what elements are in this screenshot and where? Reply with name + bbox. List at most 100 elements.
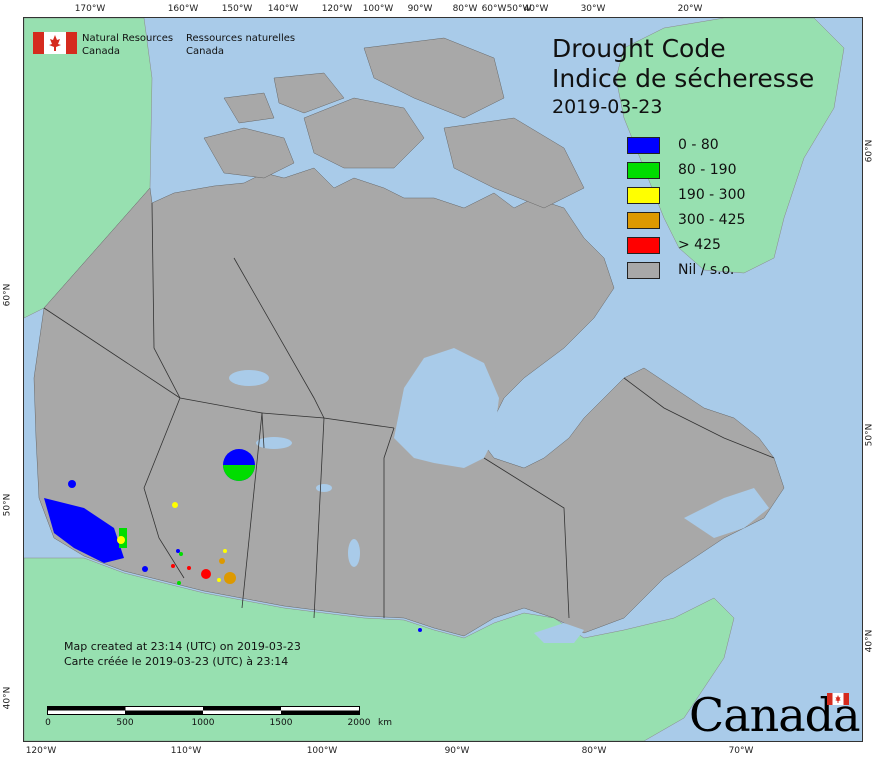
tick-top-160w: 160°W [167, 4, 199, 14]
tick-bottom-80w: 80°W [581, 746, 607, 756]
legend-label: 190 - 300 [678, 187, 746, 203]
map-date: 2019-03-23 [552, 96, 663, 118]
tick-right-50n: 50°N [864, 423, 875, 447]
wordmark-flag-icon [827, 693, 849, 705]
legend-item: 300 - 425 [627, 211, 745, 229]
tick-top-140w: 140°W [267, 4, 299, 14]
drought-zone-alberta-80-190 [179, 552, 183, 556]
map-created-note-en: Map created at 23:14 (UTC) on 2019-03-23 [64, 640, 301, 653]
canada-flag-icon [33, 32, 77, 54]
arctic-island [203, 127, 295, 179]
scale-unit: km [378, 718, 392, 728]
map-canvas [24, 18, 862, 741]
tick-bottom-100w: 100°W [306, 746, 338, 756]
org-name-fr-line2: Canada [186, 46, 225, 57]
drought-zone-sask-gt-425 [201, 569, 211, 579]
tick-left-60n: 60°N [2, 283, 13, 307]
nwt-nunavut-boundary [233, 257, 395, 429]
drought-zone-alberta-0-80 [176, 549, 180, 553]
boundaries [43, 202, 775, 619]
scale-label: 500 [116, 718, 134, 728]
tick-top-30w: 30°W [580, 4, 606, 14]
scale-label: 1500 [269, 718, 293, 728]
yukon-bc-boundary [43, 307, 181, 399]
scale-label: 0 [45, 718, 51, 728]
legend-swatch-nil [627, 261, 660, 279]
tick-top-150w: 150°W [221, 4, 253, 14]
drought-zone-sask-190-300 [223, 549, 227, 553]
map-title-fr: Indice de sécheresse [552, 64, 815, 93]
ontario-quebec-boundary [483, 457, 570, 619]
yukon-nwt-boundary [151, 202, 181, 399]
tick-top-80w: 80°W [452, 4, 478, 14]
great-lakes [534, 623, 584, 643]
drought-zone-ontario-0-80 [418, 628, 422, 632]
tick-bottom-110w: 110°W [170, 746, 202, 756]
legend-item: 0 - 80 [627, 136, 719, 154]
drought-zone-bc-coast-0-80 [44, 498, 124, 563]
tick-top-120w: 120°W [321, 4, 353, 14]
arctic-island [273, 72, 345, 114]
tick-top-60w: 60°W [481, 4, 507, 14]
scale-label: 1000 [191, 718, 215, 728]
drought-zone-sask-300-425 [224, 572, 236, 584]
gulf-of-st-lawrence [684, 488, 769, 538]
tick-top-20w: 20°W [677, 4, 703, 14]
tick-top-100w: 100°W [362, 4, 394, 14]
drought-zone-alberta-190-300 [172, 502, 178, 508]
legend-swatch-gt-425 [627, 236, 660, 254]
legend-label: > 425 [678, 237, 721, 253]
tick-top-90w: 90°W [407, 4, 433, 14]
great-slave-lake [256, 437, 292, 449]
scale-label: 2000 [347, 718, 371, 728]
legend-item: 80 - 190 [627, 161, 737, 179]
scale-bar [47, 706, 360, 715]
drought-zone-alberta-gt-425 [187, 566, 191, 570]
drought-zone-bc-south-0-80 [142, 566, 148, 572]
drought-zone-sask-300-425 [219, 558, 225, 564]
tick-bottom-120w: 120°W [25, 746, 57, 756]
org-name-fr: Ressources naturelles Canada [186, 32, 295, 58]
tick-left-50n: 50°N [2, 493, 13, 517]
legend-item: > 425 [627, 236, 721, 254]
tick-bottom-70w: 70°W [728, 746, 754, 756]
legend-label: 0 - 80 [678, 137, 719, 153]
tick-right-40n: 40°N [864, 629, 875, 653]
lake-winnipeg [348, 539, 360, 567]
tick-top-40w: 40°W [523, 4, 549, 14]
usa-landmass [24, 557, 735, 741]
drought-zone-sask-190-300 [217, 578, 221, 582]
org-name-fr-line1: Ressources naturelles [186, 33, 296, 44]
lake-athabasca [316, 484, 332, 492]
legend-item: 190 - 300 [627, 186, 745, 204]
org-name-en-line2: Canada [82, 46, 121, 57]
drought-zone-alberta-gt-425 [171, 564, 175, 568]
org-name-en: Natural Resources Canada [82, 32, 173, 58]
hudson-bay [394, 348, 499, 468]
tick-left-40n: 40°N [2, 686, 13, 710]
drought-zone-bc-inland-0-80 [68, 480, 76, 488]
tick-top-170w: 170°W [74, 4, 106, 14]
map-title-en: Drought Code [552, 34, 726, 63]
alberta-saskatchewan-boundary [241, 412, 263, 609]
drought-zone-alberta-south-80-190 [177, 581, 181, 585]
manitoba-ontario-boundary [383, 427, 395, 618]
tick-bottom-90w: 90°W [444, 746, 470, 756]
tick-top-50w: 50°W [506, 4, 532, 14]
map-frame[interactable]: Natural Resources Canada Ressources natu… [23, 17, 863, 742]
org-name-en-line1: Natural Resources [82, 33, 174, 44]
drought-zone-bc-190-300 [117, 536, 125, 544]
legend-swatch-80-190 [627, 161, 660, 179]
legend-label: Nil / s.o. [678, 262, 735, 278]
map-created-note-fr: Carte créée le 2019-03-23 (UTC) à 23:14 [64, 655, 289, 668]
tick-right-60n: 60°N [864, 139, 875, 163]
drought-zone-north-80-190 [223, 465, 255, 481]
arctic-island [303, 97, 425, 169]
great-bear-lake [229, 370, 269, 386]
legend-swatch-190-300 [627, 186, 660, 204]
quebec-labrador-boundary [623, 377, 775, 459]
legend-swatch-0-80 [627, 136, 660, 154]
legend-swatch-300-425 [627, 211, 660, 229]
bc-alberta-boundary [143, 397, 185, 579]
legend-label: 300 - 425 [678, 212, 746, 228]
